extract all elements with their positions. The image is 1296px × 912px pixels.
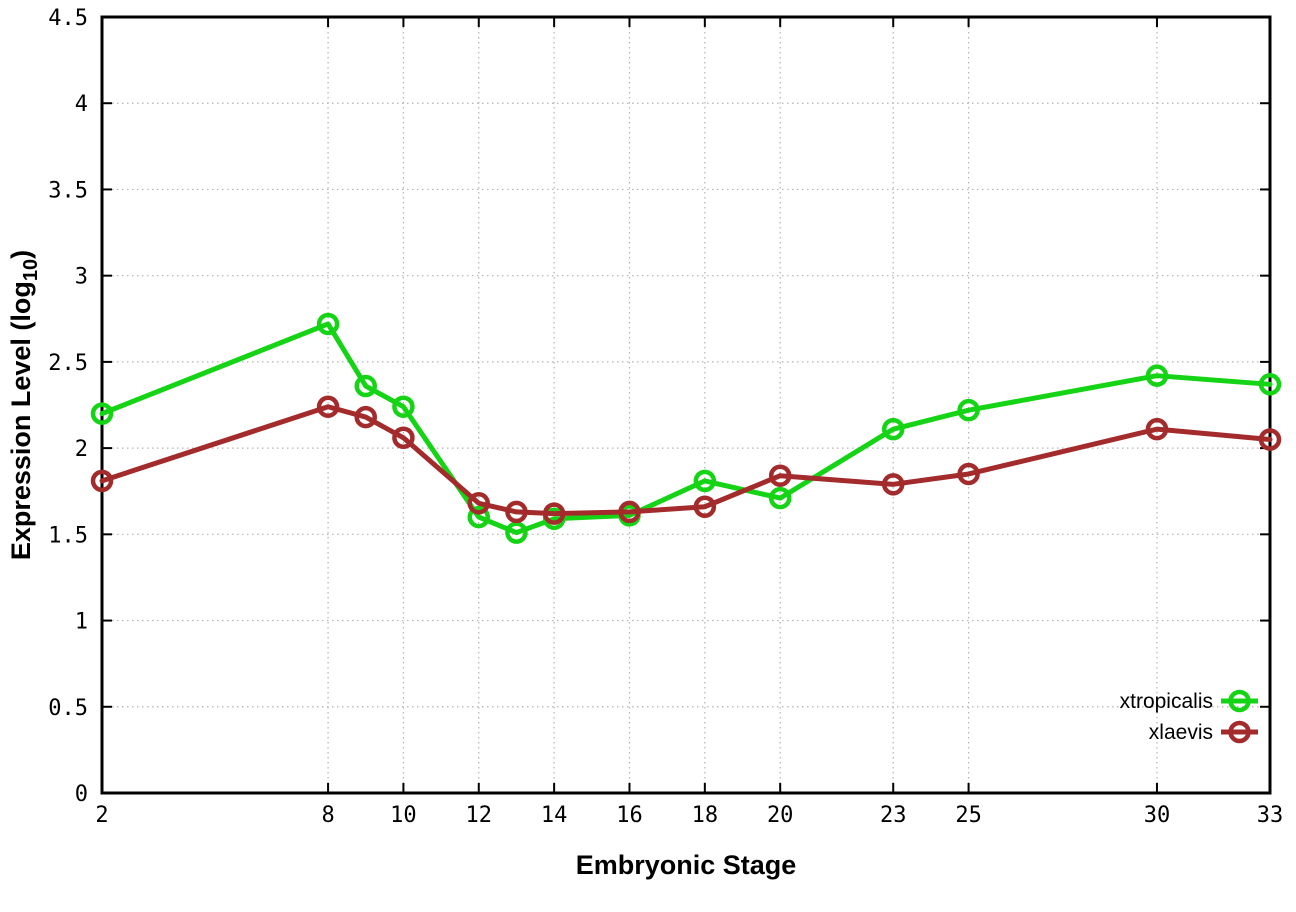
y-tick-label: 2.5	[48, 351, 88, 376]
data-point-marker-xlaevis	[618, 500, 641, 524]
x-tick-label: 30	[1144, 803, 1171, 828]
y-axis-title-prefix: Expression Level (log	[6, 281, 36, 560]
y-tick-label: 1	[75, 610, 88, 635]
data-point-marker-xtropicalis	[316, 312, 340, 336]
x-tick-label: 23	[880, 803, 907, 828]
legend-label-xlaevis: xlaevis	[1149, 721, 1213, 744]
y-tick-label: 4	[75, 92, 88, 117]
x-tick-label: 18	[692, 803, 719, 828]
tick-labels-layer: 2 8 10 12 14 16 18 20 23 25 30 33 0 0.5 1 1.5 2 2.5 3 3.5 4 4…	[48, 6, 1283, 828]
data-point-marker-xlaevis	[316, 395, 340, 418]
data-point-marker-xlaevis	[354, 405, 377, 429]
data-point-marker-xlaevis	[505, 500, 528, 524]
y-tick-label: 3.5	[48, 178, 88, 203]
data-point-marker-xtropicalis	[768, 486, 792, 510]
data-point-marker-xlaevis	[90, 469, 114, 493]
y-tick-label: 0.5	[48, 696, 88, 721]
data-point-marker-xtropicalis	[881, 417, 905, 441]
data-point-marker-xlaevis	[467, 492, 491, 515]
axis-ticks-layer	[101, 16, 1271, 794]
data-point-marker-xlaevis	[1145, 417, 1169, 441]
y-axis-title: Expression Level (log10)	[6, 250, 42, 560]
data-point-marker-xtropicalis	[693, 469, 717, 493]
legend-sample-markers	[1221, 689, 1258, 744]
x-tick-label: 20	[767, 803, 794, 828]
data-point-marker-xtropicalis	[505, 521, 528, 544]
data-point-marker-xlaevis	[392, 426, 415, 450]
x-tick-label: 2	[95, 803, 108, 828]
legend-label-xtropicalis: xtropicalis	[1120, 690, 1213, 713]
x-tick-label: 8	[321, 803, 334, 828]
x-tick-label: 25	[955, 803, 982, 828]
data-point-marker-xtropicalis	[90, 402, 114, 425]
data-point-marker-xlaevis	[1258, 428, 1282, 451]
data-point-marker-xtropicalis	[957, 398, 980, 422]
data-series-layer	[90, 312, 1282, 544]
legend-sample-marker-xlaevis	[1228, 720, 1251, 744]
legend: xtropicalis xlaevis	[1120, 689, 1258, 744]
data-point-marker-xtropicalis	[467, 505, 491, 529]
data-point-marker-xtropicalis	[1258, 373, 1282, 396]
data-point-marker-xlaevis	[957, 462, 980, 486]
x-axis-title: Embryonic Stage	[576, 850, 797, 880]
x-tick-label: 14	[541, 803, 568, 828]
data-point-marker-xtropicalis	[392, 395, 415, 418]
y-tick-label: 2	[75, 437, 88, 462]
series-line-xlaevis	[99, 404, 1273, 517]
plot-border-rect	[100, 15, 1272, 795]
x-tick-label: 10	[390, 803, 417, 828]
x-tick-label: 33	[1257, 803, 1284, 828]
y-axis-title-suffix: )	[6, 250, 36, 259]
data-point-marker-xlaevis	[693, 495, 717, 518]
legend-sample-marker-xtropicalis	[1228, 689, 1251, 713]
gridlines-layer	[102, 17, 1270, 793]
data-point-marker-xtropicalis	[1145, 364, 1169, 387]
series-line-xtropicalis	[99, 321, 1273, 536]
data-point-marker-xlaevis	[881, 473, 905, 496]
data-point-marker-xlaevis	[542, 502, 566, 525]
x-tick-label: 12	[466, 803, 493, 828]
y-tick-label: 1.5	[48, 523, 88, 548]
y-axis-title-subscript: 10	[20, 259, 42, 281]
plot-border	[100, 15, 1272, 795]
data-point-marker-xtropicalis	[354, 374, 377, 398]
y-tick-label: 3	[75, 265, 88, 290]
y-tick-label: 4.5	[48, 6, 88, 31]
y-tick-label: 0	[75, 782, 88, 807]
data-point-marker-xlaevis	[768, 464, 792, 487]
x-tick-label: 16	[616, 803, 643, 828]
